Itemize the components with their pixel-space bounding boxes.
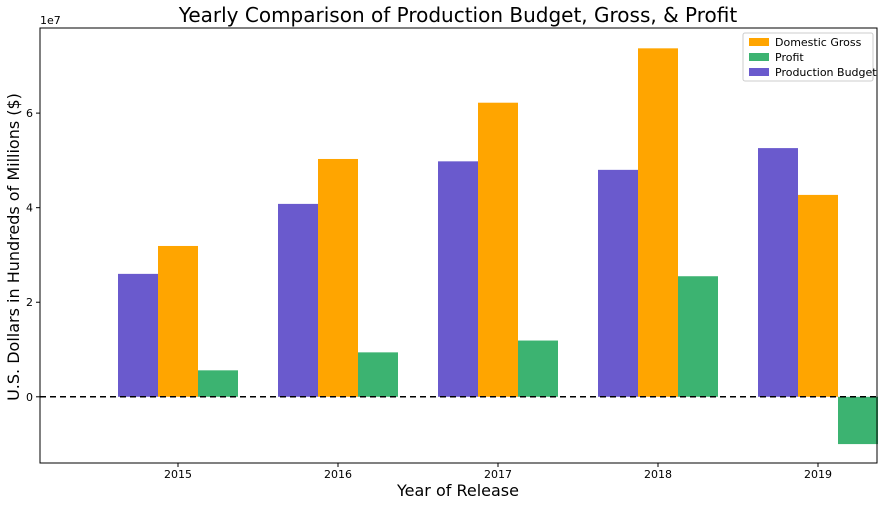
- y-tick-label: 4: [26, 202, 33, 215]
- bar-domestic-gross-2017: [478, 102, 518, 397]
- x-axis-label: Year of Release: [396, 481, 519, 500]
- bar-domestic-gross-2019: [798, 194, 838, 397]
- bar-domestic-gross-2015: [158, 245, 198, 397]
- plot-frame: [39, 27, 878, 464]
- legend-entry: Profit: [775, 51, 804, 64]
- legend-swatch: [749, 38, 769, 46]
- y-tick-label: 0: [26, 391, 33, 404]
- y-tick-label: 2: [26, 296, 33, 309]
- bar-production-budget-2018: [598, 169, 638, 397]
- legend-swatch: [749, 53, 769, 61]
- legend-swatch: [749, 68, 769, 76]
- x-tick-label: 2017: [484, 468, 512, 481]
- bar-domestic-gross-2018: [638, 48, 678, 397]
- bar-production-budget-2019: [758, 148, 798, 397]
- bar-profit-2015: [198, 370, 238, 397]
- bar-production-budget-2017: [438, 161, 478, 397]
- y-axis-label: U.S. Dollars in Hundreds of Millions ($): [4, 93, 23, 401]
- bar-profit-2016: [358, 352, 398, 397]
- x-tick-label: 2015: [164, 468, 192, 481]
- x-tick-label: 2016: [324, 468, 352, 481]
- legend-box: [742, 32, 874, 82]
- y-offset-label: 1e7: [40, 14, 61, 27]
- plot-area: 0 2 4 6 2015 2016 2017 2018 2019: [26, 27, 878, 481]
- chart-title: Yearly Comparison of Production Budget, …: [178, 3, 738, 27]
- legend: Domestic Gross Profit Production Budget: [742, 32, 877, 82]
- legend-entry: Domestic Gross: [775, 36, 862, 49]
- bar-domestic-gross-2016: [318, 158, 358, 397]
- bar-production-budget-2016: [278, 203, 318, 397]
- legend-entry: Production Budget: [775, 66, 877, 79]
- bar-profit-2018: [678, 276, 718, 397]
- y-tick-label: 6: [26, 107, 33, 120]
- bar-profit-2019: [838, 396, 878, 445]
- bar-profit-2017: [518, 340, 558, 397]
- x-tick-label: 2018: [644, 468, 672, 481]
- x-tick-label: 2019: [804, 468, 832, 481]
- bar-production-budget-2015: [118, 273, 158, 397]
